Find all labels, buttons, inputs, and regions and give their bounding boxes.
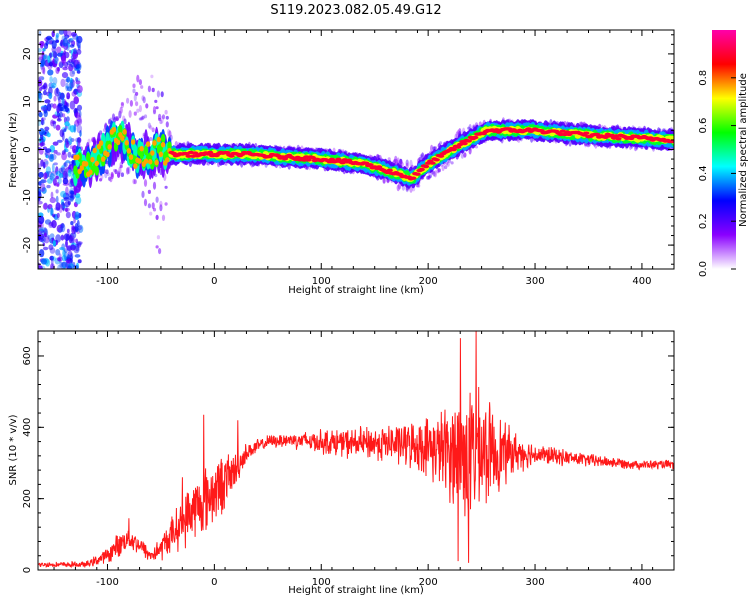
snr-series-layer xyxy=(38,331,674,569)
spectrogram-x-tick-label: 400 xyxy=(632,276,651,287)
spectrogram-y-axis-label: Frequency (Hz) xyxy=(8,112,19,188)
spectrogram-y-tick-label: -20 xyxy=(22,237,33,253)
colorbar-tick-label: 0.8 xyxy=(698,70,709,86)
snr-y-tick-label: 400 xyxy=(22,418,33,437)
snr-x-tick-label: -100 xyxy=(96,577,119,588)
spectrogram-x-tick-label: 100 xyxy=(312,276,331,287)
spectrogram-x-tick-label: 200 xyxy=(419,276,438,287)
snr-y-tick-label: 200 xyxy=(22,489,33,508)
spectrogram-x-tick-label: 300 xyxy=(525,276,544,287)
snr-series-line xyxy=(38,331,674,569)
snr-frame xyxy=(37,330,675,571)
snr-x-tick-label: 400 xyxy=(632,577,651,588)
snr-x-axis-label: Height of straight line (km) xyxy=(288,585,424,596)
snr-panel: -100 0 100 200 300 400 0 200 400 600 Height of st… xyxy=(8,330,675,596)
snr-x-tick-label: 300 xyxy=(525,577,544,588)
spectrogram-heat-layer xyxy=(38,30,674,269)
snr-x-tick-label: 200 xyxy=(419,577,438,588)
spectrogram-x-axis-label: Height of straight line (km) xyxy=(288,285,424,296)
spectrogram-y-tick-label: 10 xyxy=(22,95,33,108)
colorbar-tick-label: 0.2 xyxy=(698,213,709,229)
snr-y-axis-label: SNR (10 * v/v) xyxy=(8,414,19,485)
spectrogram-x-tick-label: 0 xyxy=(211,276,217,287)
snr-axes: -100 0 100 200 300 400 0 200 400 600 xyxy=(22,331,675,588)
snr-y-tick-label: 0 xyxy=(22,567,33,573)
colorbar-gradient xyxy=(712,30,736,269)
spectrogram-y-tick-label: 20 xyxy=(22,48,33,61)
spectrogram-x-tick-label: -100 xyxy=(96,276,119,287)
snr-x-tick-label: 0 xyxy=(211,577,217,588)
snr-x-tick-label: 100 xyxy=(312,577,331,588)
snr-y-tick-label: 600 xyxy=(22,346,33,365)
colorbar-label: Normalized spectral amplitude xyxy=(738,73,749,227)
spectrogram-y-tick-label: 0 xyxy=(22,146,33,152)
colorbar-tick-label: 0.0 xyxy=(698,261,709,277)
colorbar-ticks: 0.0 0.2 0.4 0.6 0.8 xyxy=(698,70,736,277)
colorbar: 0.0 0.2 0.4 0.6 0.8 Normalized spectral ampl… xyxy=(698,30,749,277)
colorbar-tick-label: 0.4 xyxy=(698,165,709,181)
spectrogram-y-tick-label: -10 xyxy=(22,189,33,205)
figure-title: S119.2023.082.05.49.G12 xyxy=(270,3,441,18)
colorbar-tick-label: 0.6 xyxy=(698,118,709,134)
